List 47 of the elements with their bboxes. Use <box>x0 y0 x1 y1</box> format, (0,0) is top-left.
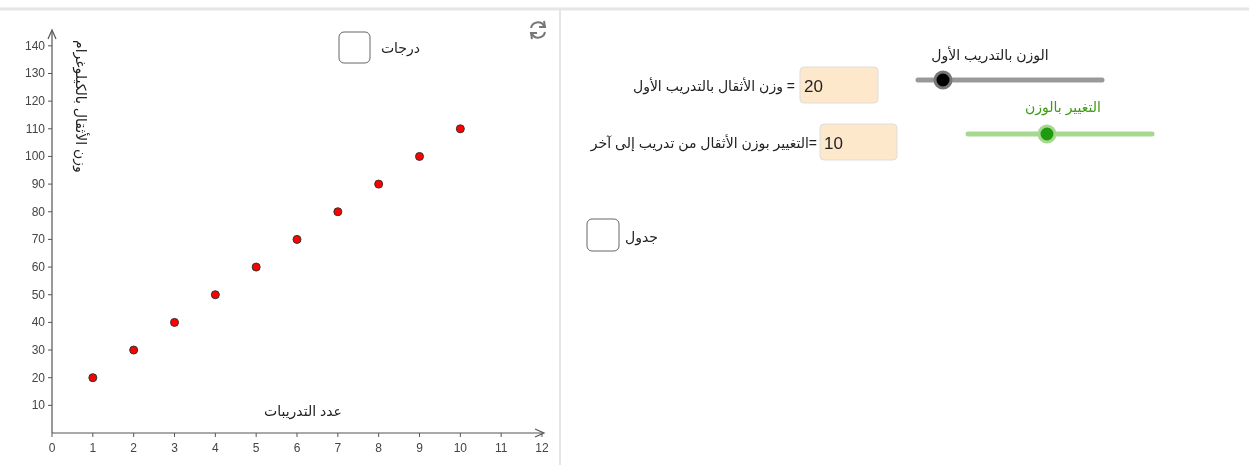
y-tick-label: 40 <box>31 315 46 330</box>
point <box>170 317 179 327</box>
y-tick-label: 120 <box>24 94 46 109</box>
text: التغيير بالوزن <box>1025 99 1101 116</box>
text: جدول <box>625 229 658 246</box>
text: 10 <box>824 134 843 153</box>
point <box>129 345 139 355</box>
x-tick-label: 1 <box>89 441 97 455</box>
text: =التغيير بوزن الأثقال من تدريب إلى آخر <box>589 134 817 152</box>
x-tick-label: 7 <box>334 441 342 455</box>
x-tick-label: 6 <box>293 441 301 455</box>
y-tick-label: 50 <box>31 287 46 302</box>
y-tick-label: 110 <box>25 121 46 136</box>
point <box>415 151 424 161</box>
text: = وزن الأثقال بالتدريب الأول <box>632 77 795 95</box>
text: 20 <box>804 77 823 96</box>
y-tick-label: 60 <box>31 260 46 275</box>
y-tick-label: 90 <box>31 177 46 192</box>
point <box>210 290 220 300</box>
x-tick-label: 11 <box>494 441 508 455</box>
annotation: درجات <box>380 40 420 57</box>
x-tick-label: 5 <box>252 441 260 455</box>
y-tick-label: 130 <box>24 66 46 81</box>
point <box>88 373 98 383</box>
point <box>292 234 302 244</box>
point <box>455 124 465 134</box>
x-tick-label: 9 <box>416 441 424 455</box>
y-tick-label: 100 <box>24 149 46 164</box>
x-tick-label: 10 <box>453 441 468 455</box>
x-tick-label: 8 <box>375 441 383 455</box>
y-tick-label: 140 <box>24 38 46 53</box>
y-tick-label: 20 <box>31 370 46 385</box>
point <box>333 207 343 217</box>
x-tick-label: 12 <box>535 441 549 455</box>
y-tick-label: 10 <box>31 398 46 413</box>
y-axis-title: وزن الأثقال بالكيلوغرام <box>72 40 90 173</box>
point <box>374 179 384 189</box>
x-tick-label: 0 <box>48 441 56 455</box>
text: الوزن بالتدريب الأول <box>931 46 1049 64</box>
y-tick-label: 80 <box>31 204 46 219</box>
y-tick-label: 30 <box>31 343 46 358</box>
point <box>251 262 261 272</box>
x-axis-title: عدد التدريبات <box>264 403 342 420</box>
x-tick-label: 4 <box>211 441 219 455</box>
y-tick-label: 70 <box>31 232 46 247</box>
x-tick-label: 2 <box>130 441 138 455</box>
x-tick-label: 3 <box>171 441 179 455</box>
